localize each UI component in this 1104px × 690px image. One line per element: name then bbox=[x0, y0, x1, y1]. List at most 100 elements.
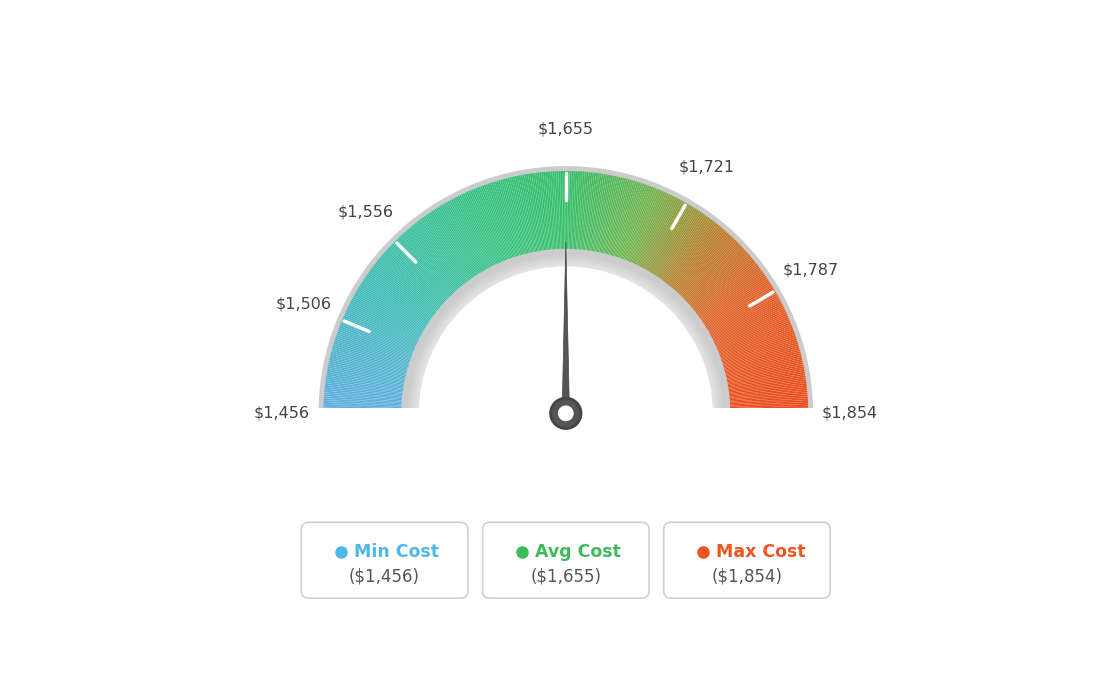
Wedge shape bbox=[716, 384, 809, 397]
Wedge shape bbox=[418, 266, 713, 413]
Wedge shape bbox=[435, 206, 486, 285]
Bar bbox=[297, 408, 835, 609]
Wedge shape bbox=[560, 168, 563, 262]
Wedge shape bbox=[414, 262, 718, 413]
Wedge shape bbox=[321, 400, 414, 406]
Wedge shape bbox=[659, 220, 718, 294]
Wedge shape bbox=[665, 227, 726, 299]
Wedge shape bbox=[414, 262, 718, 413]
Wedge shape bbox=[718, 396, 810, 404]
Wedge shape bbox=[421, 215, 477, 291]
Wedge shape bbox=[670, 235, 735, 304]
Wedge shape bbox=[442, 201, 489, 283]
Wedge shape bbox=[627, 189, 667, 275]
Wedge shape bbox=[554, 168, 560, 262]
Wedge shape bbox=[327, 358, 418, 380]
Wedge shape bbox=[467, 188, 506, 275]
Text: ($1,456): ($1,456) bbox=[349, 567, 421, 585]
Wedge shape bbox=[331, 343, 421, 371]
Wedge shape bbox=[322, 384, 415, 397]
Wedge shape bbox=[456, 193, 499, 277]
Wedge shape bbox=[673, 240, 741, 307]
Wedge shape bbox=[499, 177, 526, 267]
Wedge shape bbox=[715, 371, 807, 388]
Wedge shape bbox=[647, 206, 699, 286]
Wedge shape bbox=[474, 186, 510, 273]
Wedge shape bbox=[714, 366, 806, 385]
Wedge shape bbox=[370, 265, 445, 322]
Wedge shape bbox=[446, 199, 492, 281]
Wedge shape bbox=[509, 175, 531, 266]
Wedge shape bbox=[670, 236, 736, 304]
Wedge shape bbox=[654, 213, 708, 290]
Wedge shape bbox=[321, 411, 414, 413]
Wedge shape bbox=[321, 404, 414, 408]
Wedge shape bbox=[374, 259, 448, 318]
Wedge shape bbox=[429, 208, 482, 287]
Wedge shape bbox=[603, 176, 627, 266]
Wedge shape bbox=[716, 391, 809, 400]
Wedge shape bbox=[426, 211, 480, 288]
Text: $1,854: $1,854 bbox=[821, 406, 878, 421]
Wedge shape bbox=[338, 322, 425, 357]
Wedge shape bbox=[468, 188, 507, 274]
Wedge shape bbox=[718, 406, 810, 410]
Wedge shape bbox=[660, 221, 719, 295]
Wedge shape bbox=[389, 243, 457, 308]
Wedge shape bbox=[352, 292, 434, 339]
Wedge shape bbox=[405, 227, 467, 299]
Wedge shape bbox=[399, 233, 463, 303]
Wedge shape bbox=[357, 286, 436, 335]
Wedge shape bbox=[715, 369, 807, 387]
FancyBboxPatch shape bbox=[301, 522, 468, 598]
Wedge shape bbox=[700, 299, 783, 344]
Wedge shape bbox=[321, 406, 414, 410]
Wedge shape bbox=[412, 259, 720, 413]
Wedge shape bbox=[518, 172, 538, 264]
Wedge shape bbox=[477, 184, 512, 272]
Wedge shape bbox=[449, 197, 495, 279]
Wedge shape bbox=[636, 196, 680, 279]
Wedge shape bbox=[615, 181, 647, 270]
Wedge shape bbox=[718, 408, 810, 411]
Wedge shape bbox=[680, 253, 752, 315]
Wedge shape bbox=[485, 181, 517, 270]
Wedge shape bbox=[701, 300, 784, 344]
Wedge shape bbox=[331, 342, 421, 370]
Wedge shape bbox=[404, 251, 728, 413]
Wedge shape bbox=[628, 190, 668, 275]
Wedge shape bbox=[380, 253, 452, 315]
Wedge shape bbox=[564, 168, 566, 262]
Wedge shape bbox=[598, 175, 622, 266]
Wedge shape bbox=[681, 255, 753, 315]
Wedge shape bbox=[715, 368, 807, 386]
Wedge shape bbox=[635, 195, 679, 279]
Wedge shape bbox=[512, 174, 534, 265]
Wedge shape bbox=[464, 190, 503, 275]
Wedge shape bbox=[355, 287, 436, 336]
Wedge shape bbox=[711, 343, 800, 371]
Wedge shape bbox=[691, 276, 769, 329]
Wedge shape bbox=[623, 186, 659, 273]
Wedge shape bbox=[390, 241, 458, 308]
Wedge shape bbox=[638, 198, 683, 280]
Wedge shape bbox=[369, 266, 445, 323]
Wedge shape bbox=[428, 210, 481, 288]
Wedge shape bbox=[526, 172, 542, 264]
Wedge shape bbox=[631, 193, 673, 277]
Wedge shape bbox=[682, 257, 755, 317]
Wedge shape bbox=[644, 204, 693, 284]
Wedge shape bbox=[645, 204, 696, 284]
Wedge shape bbox=[330, 347, 420, 373]
Wedge shape bbox=[414, 220, 473, 294]
Wedge shape bbox=[592, 172, 609, 264]
Wedge shape bbox=[646, 206, 697, 285]
Wedge shape bbox=[372, 262, 447, 320]
Wedge shape bbox=[410, 257, 722, 413]
Wedge shape bbox=[614, 181, 645, 270]
Wedge shape bbox=[602, 175, 625, 266]
Wedge shape bbox=[716, 388, 809, 399]
Wedge shape bbox=[503, 176, 528, 266]
Wedge shape bbox=[344, 307, 429, 348]
Bar bbox=[297, 408, 835, 418]
